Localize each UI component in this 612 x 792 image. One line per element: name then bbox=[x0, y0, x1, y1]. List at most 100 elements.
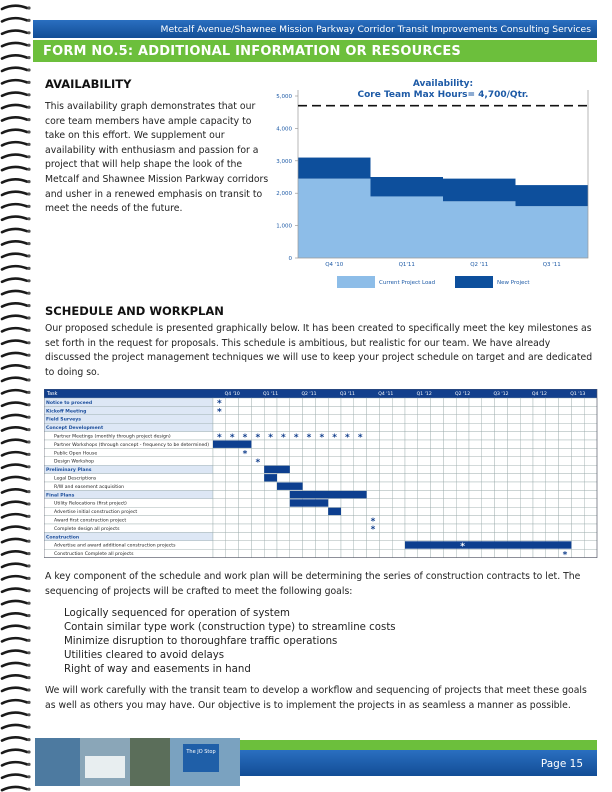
month-cell bbox=[571, 532, 585, 541]
month-cell bbox=[404, 439, 419, 449]
month-cell bbox=[379, 515, 393, 525]
month-cell bbox=[532, 397, 547, 407]
month-cell bbox=[392, 548, 406, 558]
month-cell bbox=[276, 456, 291, 466]
month-cell bbox=[302, 423, 316, 432]
header-bar: Metcalf Avenue/Shawnee Mission Parkway C… bbox=[33, 20, 597, 38]
month-cell bbox=[558, 431, 572, 441]
ring bbox=[0, 760, 29, 767]
month-cell bbox=[263, 532, 278, 541]
month-cell bbox=[238, 414, 252, 424]
y-tick-label: 3,000 bbox=[276, 159, 292, 165]
month-cell bbox=[251, 532, 265, 541]
month-cell bbox=[276, 540, 291, 550]
header-cell: Q4 '12 bbox=[532, 391, 547, 397]
month-cell bbox=[353, 515, 367, 525]
month-cell bbox=[263, 406, 278, 415]
month-cell bbox=[584, 456, 598, 466]
month-cell bbox=[366, 498, 380, 508]
ring bbox=[0, 54, 29, 60]
month-cell bbox=[328, 423, 342, 432]
month-cell bbox=[468, 397, 483, 407]
month-cell bbox=[443, 473, 457, 483]
task-label: Field Surveys bbox=[46, 417, 81, 423]
section-heading: SCHEDULE AND WORKPLAN bbox=[45, 304, 224, 318]
month-cell bbox=[520, 490, 534, 500]
month-cell bbox=[545, 506, 559, 516]
milestone: * bbox=[358, 433, 363, 443]
month-cell bbox=[238, 423, 252, 432]
task-label: Construction bbox=[46, 534, 79, 540]
task-label: Concept Development bbox=[46, 425, 104, 431]
month-cell bbox=[584, 439, 598, 449]
ring bbox=[0, 475, 29, 482]
month-cell bbox=[302, 464, 316, 474]
month-cell bbox=[481, 464, 495, 474]
month-cell bbox=[571, 540, 585, 550]
month-cell bbox=[545, 548, 559, 558]
ring-hole bbox=[27, 254, 31, 258]
month-cell bbox=[507, 473, 521, 483]
month-cell bbox=[276, 532, 291, 541]
ring-hole bbox=[27, 775, 31, 779]
task-label: Preliminary Plans bbox=[46, 467, 92, 473]
ring bbox=[0, 525, 29, 532]
month-cell bbox=[456, 439, 470, 449]
header-cell: Q4 '11 bbox=[378, 391, 393, 397]
month-cell bbox=[520, 406, 534, 415]
month-cell bbox=[276, 397, 291, 407]
chart-title: Availability: bbox=[413, 79, 473, 89]
month-cell bbox=[507, 423, 521, 432]
month-cell bbox=[532, 473, 547, 483]
milestone: * bbox=[255, 458, 260, 468]
ring bbox=[0, 128, 29, 135]
month-cell bbox=[532, 523, 547, 533]
month-cell bbox=[392, 515, 406, 525]
month-cell bbox=[558, 464, 572, 474]
month-cell bbox=[328, 481, 342, 491]
month-cell bbox=[392, 473, 406, 483]
milestone: * bbox=[217, 408, 222, 418]
month-cell bbox=[481, 490, 495, 500]
ring-hole bbox=[27, 304, 31, 308]
month-cell bbox=[366, 481, 380, 491]
month-cell bbox=[225, 464, 239, 474]
ring-hole bbox=[27, 390, 31, 394]
ring-hole bbox=[27, 242, 31, 246]
month-cell bbox=[532, 414, 547, 424]
month-cell bbox=[340, 464, 355, 474]
month-cell bbox=[468, 464, 483, 474]
ring-hole bbox=[27, 217, 31, 221]
month-cell bbox=[443, 498, 457, 508]
header-title: Metcalf Avenue/Shawnee Mission Parkway C… bbox=[160, 24, 591, 35]
month-cell bbox=[532, 448, 547, 458]
month-cell bbox=[520, 414, 534, 424]
month-cell bbox=[392, 439, 406, 449]
month-cell bbox=[571, 456, 585, 466]
header-cell: Q1 '12 bbox=[417, 391, 432, 397]
ring bbox=[0, 116, 29, 122]
month-cell bbox=[366, 423, 380, 432]
month-cell bbox=[328, 515, 342, 525]
month-cell bbox=[238, 406, 252, 415]
month-cell bbox=[263, 540, 278, 550]
month-cell bbox=[443, 423, 457, 432]
month-cell bbox=[366, 548, 380, 558]
month-cell bbox=[289, 464, 303, 474]
month-cell bbox=[289, 406, 303, 415]
month-cell bbox=[225, 515, 239, 525]
month-cell bbox=[315, 540, 329, 550]
month-cell bbox=[353, 540, 367, 550]
month-cell bbox=[212, 464, 227, 474]
month-cell bbox=[507, 431, 521, 441]
month-cell bbox=[366, 431, 380, 441]
month-cell bbox=[276, 490, 291, 500]
month-cell bbox=[276, 448, 291, 458]
y-tick-label: 5,000 bbox=[276, 94, 292, 100]
month-cell bbox=[238, 506, 252, 516]
month-cell bbox=[443, 548, 457, 558]
month-cell bbox=[456, 431, 470, 441]
month-cell bbox=[494, 406, 508, 415]
month-cell bbox=[302, 548, 316, 558]
month-cell bbox=[494, 439, 508, 449]
